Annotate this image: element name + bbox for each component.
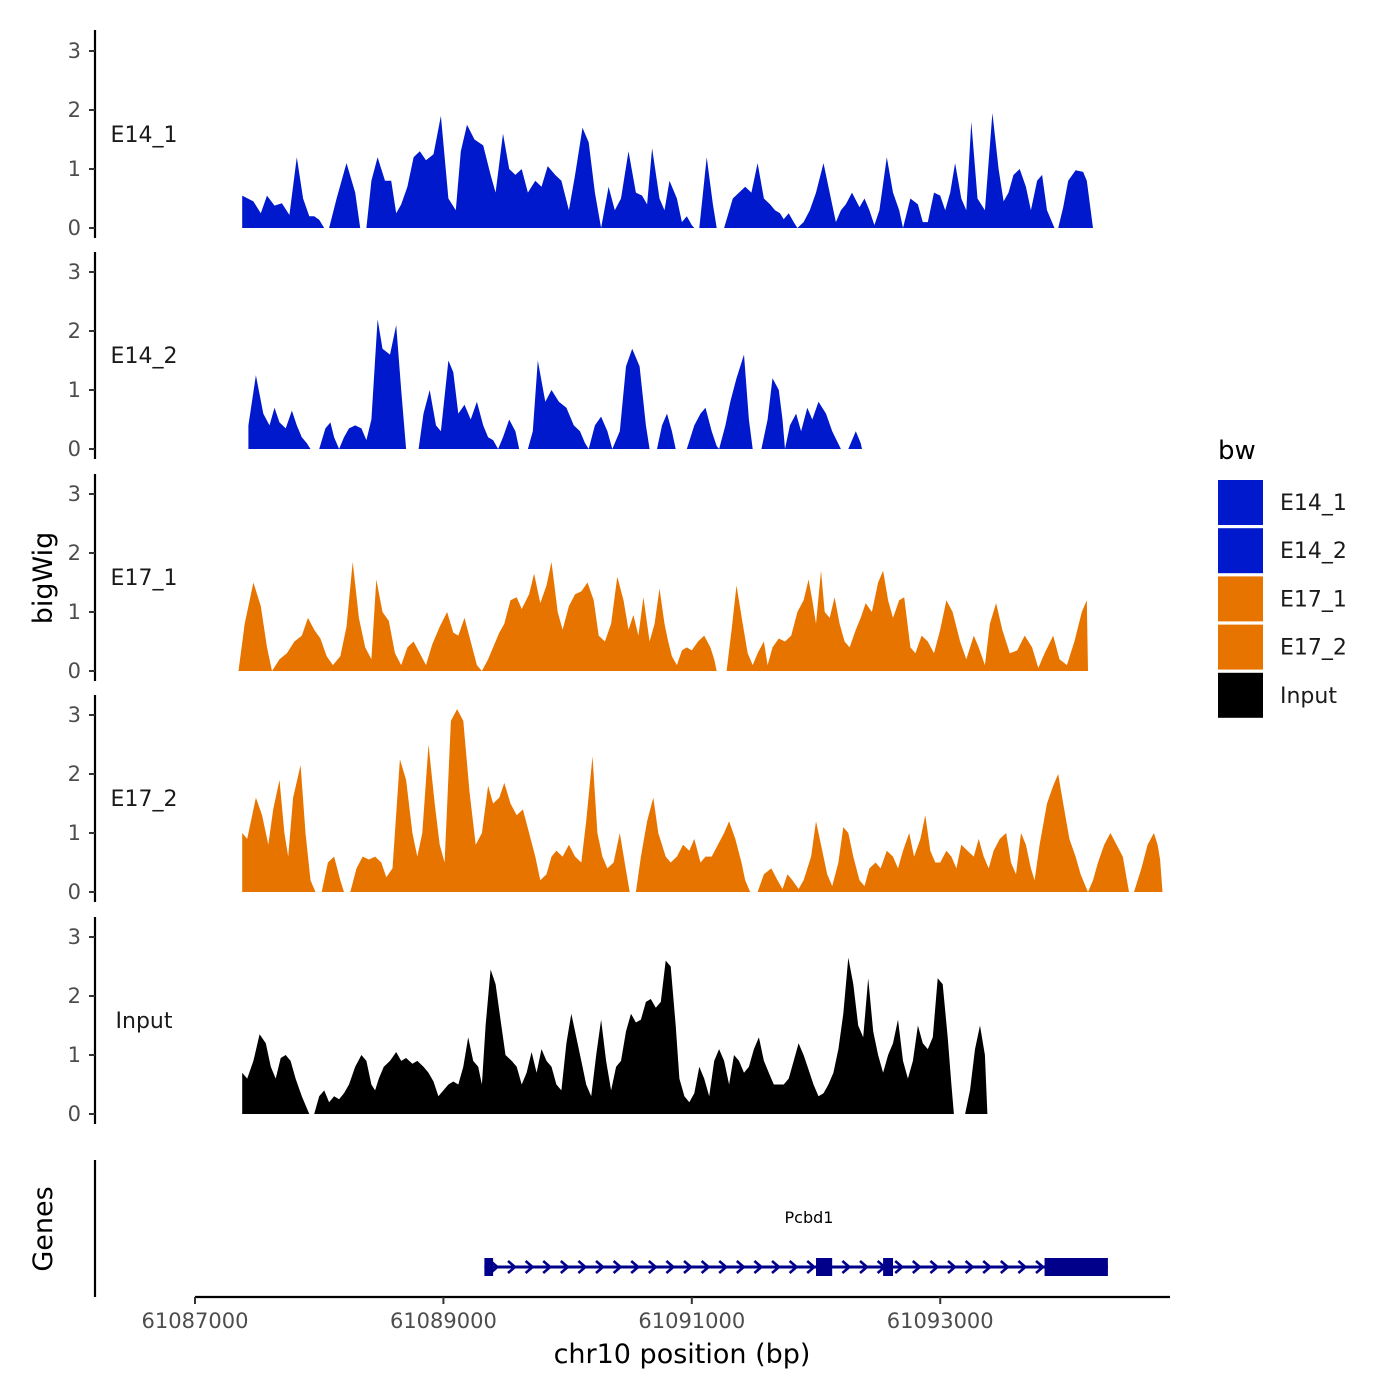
x-tick-label: 61093000 <box>887 1309 994 1333</box>
strand-arrow <box>683 1260 693 1274</box>
legend-swatch-E14_2 <box>1218 528 1263 574</box>
y-tick-label: 1 <box>68 600 81 624</box>
strand-arrow <box>577 1260 588 1274</box>
gene-name-label: Pcbd1 <box>785 1208 834 1227</box>
strand-arrow <box>595 1260 605 1274</box>
signal-area-E17_1 <box>238 561 1088 671</box>
strand-arrow <box>1035 1260 1045 1274</box>
y-tick-label: 0 <box>68 216 81 240</box>
strand-arrow <box>982 1260 993 1274</box>
y-tick-label: 1 <box>68 157 81 181</box>
track-E14_1: 0 1 2 3 E14_1 <box>68 30 1093 240</box>
y-tick-label: 0 <box>68 659 81 683</box>
track-label-E14_1: E14_1 <box>111 123 178 148</box>
strand-arrow <box>735 1260 746 1274</box>
strand-arrow <box>788 1260 799 1274</box>
strand-arrow <box>911 1260 922 1274</box>
strand-arrow <box>612 1260 623 1274</box>
y-tick-label: 2 <box>68 762 81 786</box>
legend-label-E14_2: E14_2 <box>1280 539 1347 564</box>
legend-title: bw <box>1218 436 1256 466</box>
strand-arrow <box>841 1260 852 1274</box>
track-label-Input: Input <box>116 1009 173 1034</box>
strand-arrow <box>947 1260 957 1274</box>
legend-label-E14_1: E14_1 <box>1280 491 1347 516</box>
y-tick-label: 1 <box>68 821 81 845</box>
strand-arrow <box>507 1260 517 1274</box>
y-tick-label: 0 <box>68 437 81 461</box>
y-tick-label: 3 <box>68 39 81 63</box>
y-axis-title-bigwig: bigWig <box>28 532 59 625</box>
gene-exon-3 <box>883 1258 894 1276</box>
strand-arrow <box>718 1260 729 1274</box>
x-tick-label: 61091000 <box>638 1309 745 1333</box>
y-tick-label: 1 <box>68 1043 81 1067</box>
strand-arrow <box>524 1260 535 1274</box>
strand-arrow <box>542 1260 553 1274</box>
y-tick-label: 0 <box>68 1102 81 1126</box>
track-E17_2: 0 1 2 3 E17_2 <box>68 695 1163 904</box>
legend-label-E17_1: E17_1 <box>1280 587 1347 612</box>
signal-area-E14_2 <box>248 319 862 449</box>
track-label-E17_2: E17_2 <box>111 787 178 812</box>
track-E17_1: 0 1 2 3 E17_1 <box>68 474 1088 683</box>
strand-arrow <box>753 1260 764 1274</box>
legend-swatch-Input <box>1218 672 1263 718</box>
x-axis-title: chr10 position (bp) <box>554 1339 811 1370</box>
strand-arrow <box>1017 1260 1028 1274</box>
track-label-E14_2: E14_2 <box>111 344 178 369</box>
strand-arrow <box>647 1260 658 1274</box>
signal-tracks: 0 1 2 3 E14_1 0 1 2 3 E14_2 0 1 2 3 E17_1 0 1 2 3 E17_2 0 1 2 3… <box>68 30 1163 1126</box>
strand-arrow <box>700 1260 711 1274</box>
strand-arrow <box>894 1260 905 1274</box>
y-tick-label: 2 <box>68 98 81 122</box>
legend-swatch-E17_1 <box>1218 576 1263 622</box>
legend-label-E17_2: E17_2 <box>1280 636 1347 661</box>
strand-arrow <box>999 1260 1010 1274</box>
y-tick-label: 3 <box>68 260 81 284</box>
y-tick-label: 1 <box>68 378 81 402</box>
strand-arrow <box>771 1260 781 1274</box>
x-axis: 61087000 61089000 61091000 61093000 <box>142 1295 1170 1333</box>
y-tick-label: 3 <box>68 482 81 506</box>
strand-arrow <box>964 1260 975 1274</box>
strand-arrow <box>929 1260 940 1274</box>
track-Input: 0 1 2 3 Input <box>68 917 988 1126</box>
strand-arrow <box>859 1260 869 1274</box>
x-tick-label: 61089000 <box>390 1309 497 1333</box>
legend-swatch-E17_2 <box>1218 624 1263 670</box>
signal-area-E14_1 <box>242 113 1093 228</box>
genes-panel: Pcbd1 <box>93 1160 1108 1297</box>
signal-area-Input <box>242 957 988 1114</box>
strand-arrow <box>806 1260 817 1274</box>
gene-exon-2 <box>816 1258 833 1276</box>
legend-swatch-E14_1 <box>1218 480 1263 525</box>
y-tick-label: 2 <box>68 541 81 565</box>
legend-label-Input: Input <box>1280 684 1337 709</box>
legend: bw E14_1 E14_2 E17_1 E17_2 Input <box>1218 436 1347 718</box>
track-label-E17_1: E17_1 <box>111 566 178 591</box>
x-tick-label: 61087000 <box>142 1309 249 1333</box>
y-tick-label: 2 <box>68 984 81 1008</box>
strand-arrow <box>630 1260 641 1274</box>
y-tick-label: 2 <box>68 319 81 343</box>
y-tick-label: 3 <box>68 703 81 727</box>
gene-exon-4 <box>1044 1258 1108 1276</box>
track-E14_2: 0 1 2 3 E14_2 <box>68 252 862 461</box>
gene-exon-1 <box>484 1258 494 1276</box>
y-tick-label: 3 <box>68 925 81 949</box>
y-tick-label: 0 <box>68 880 81 904</box>
strand-arrow <box>559 1260 570 1274</box>
strand-arrow <box>665 1260 676 1274</box>
y-axis-title-genes: Genes <box>28 1186 59 1271</box>
signal-area-E17_2 <box>242 709 1163 892</box>
